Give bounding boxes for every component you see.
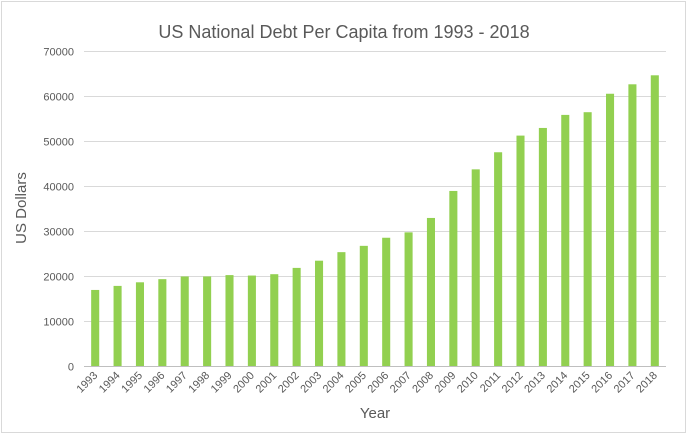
x-tick-label: 2008: [410, 370, 436, 396]
x-axis-ticks: 1993199419951996199719981999200020012002…: [75, 370, 660, 396]
y-tick-label: 0: [68, 362, 74, 374]
x-tick-label: 2005: [343, 370, 369, 396]
x-tick-label: 2004: [321, 370, 347, 396]
bar-2013: [538, 127, 547, 366]
bar-2004: [337, 252, 346, 366]
y-tick-label: 30000: [43, 227, 74, 239]
bars: [91, 75, 659, 367]
bar-2015: [583, 112, 592, 366]
bar-2018: [650, 75, 659, 367]
bar-2012: [516, 135, 525, 366]
y-tick-label: 10000: [43, 317, 74, 329]
bar-1998: [203, 276, 212, 366]
x-tick-label: 2007: [388, 370, 414, 396]
bar-1997: [180, 276, 189, 366]
x-tick-label: 2002: [276, 370, 302, 396]
x-tick-label: 1997: [164, 370, 190, 396]
bar-1999: [225, 275, 234, 366]
x-axis-label: Year: [360, 405, 390, 422]
bar-2009: [449, 190, 458, 366]
bar-2014: [561, 114, 570, 367]
x-tick-label: 2000: [231, 370, 257, 396]
x-tick-label: 2009: [433, 370, 459, 396]
bar-1993: [91, 289, 100, 366]
bar-2010: [471, 169, 480, 366]
x-tick-label: 2018: [634, 370, 660, 396]
x-tick-label: 2001: [254, 370, 280, 396]
bar-2017: [628, 84, 637, 367]
x-tick-label: 2010: [455, 370, 481, 396]
bar-2016: [606, 93, 615, 366]
bar-1994: [113, 285, 122, 366]
bar-2011: [494, 152, 503, 366]
x-tick-label: 2013: [522, 370, 548, 396]
x-tick-label: 2016: [589, 370, 615, 396]
y-tick-label: 20000: [43, 272, 74, 284]
x-tick-label: 1993: [75, 370, 101, 396]
x-tick-label: 2014: [545, 370, 571, 396]
x-tick-label: 2017: [612, 370, 638, 396]
x-tick-label: 2012: [500, 370, 526, 396]
y-axis-ticks: 0 10000 20000 30000 40000 50000 60000 70000: [43, 47, 74, 374]
bar-1995: [135, 282, 144, 366]
y-tick-label: 70000: [43, 47, 74, 59]
bar-2007: [404, 232, 413, 366]
bar-2003: [315, 260, 324, 366]
bar-2008: [426, 217, 435, 366]
y-axis-label: US Dollars: [13, 172, 30, 244]
x-tick-label: 1999: [209, 370, 235, 396]
x-tick-label: 2011: [478, 370, 503, 395]
x-tick-label: 1996: [142, 370, 168, 396]
x-tick-label: 1994: [97, 370, 123, 396]
chart-title: US National Debt Per Capita from 1993 - …: [158, 22, 529, 42]
bar-2005: [359, 245, 368, 366]
bar-2000: [247, 275, 256, 366]
x-tick-label: 2015: [567, 370, 593, 396]
bar-2001: [270, 274, 279, 366]
x-tick-label: 1998: [186, 370, 212, 396]
y-tick-label: 50000: [43, 137, 74, 149]
y-tick-label: 40000: [43, 182, 74, 194]
bar-2002: [292, 267, 301, 366]
bar-1996: [158, 279, 167, 366]
y-tick-label: 60000: [43, 92, 74, 104]
bar-2006: [382, 237, 391, 366]
x-tick-label: 2006: [366, 370, 392, 396]
x-tick-label: 2003: [298, 370, 324, 396]
x-tick-label: 1995: [119, 370, 145, 396]
gridlines: [84, 51, 666, 367]
